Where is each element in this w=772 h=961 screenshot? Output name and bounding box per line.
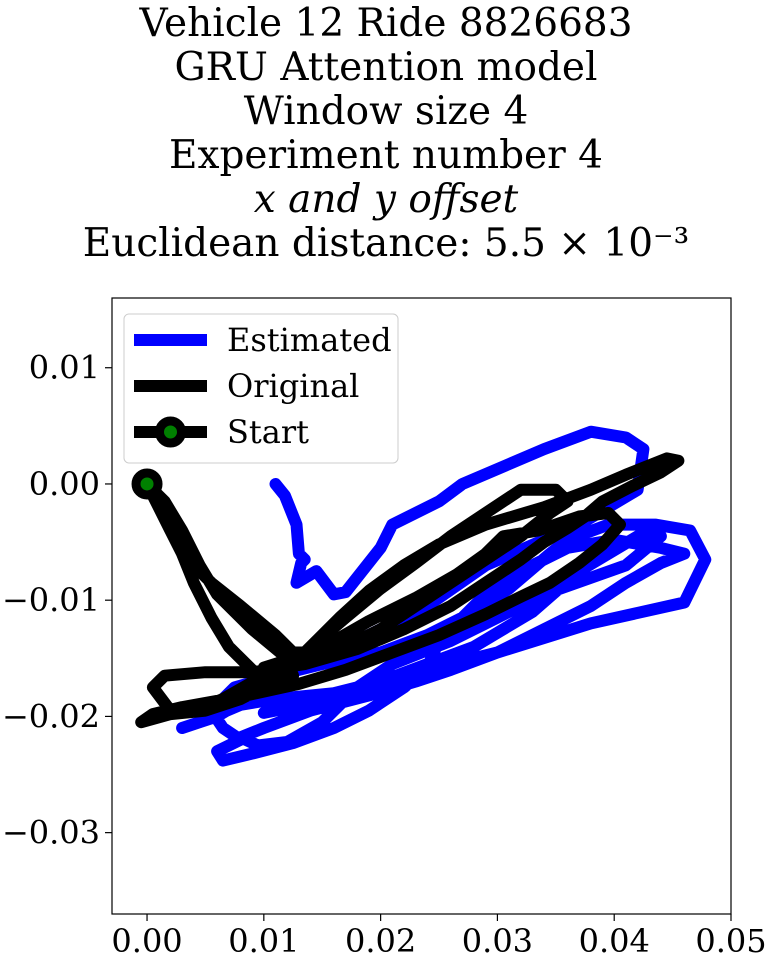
- y-tick-label: 0.00: [29, 465, 100, 503]
- x-tick-label: 0.05: [695, 922, 766, 960]
- y-tick-label: 0.01: [29, 349, 100, 387]
- series-line-estimated: [176, 425, 712, 767]
- title-line-window: Window size 4: [243, 89, 529, 134]
- x-tick-label: 0.04: [579, 922, 650, 960]
- x-tick-label: 0.02: [345, 922, 416, 960]
- x-tick-label: 0.03: [462, 922, 533, 960]
- legend-label-original: Original: [227, 367, 359, 405]
- start-marker: [131, 468, 163, 500]
- chart-title-block: Vehicle 12 Ride 8826683 GRU Attention mo…: [0, 0, 772, 266]
- x-tick-label: 0.00: [111, 922, 182, 960]
- y-tick-label: −0.01: [2, 581, 100, 619]
- title-line-distance: Euclidean distance: 5.5 × 10⁻³: [82, 221, 690, 266]
- legend: Estimated Original Start: [123, 313, 399, 464]
- y-axis: 0.01 0.00 −0.01 −0.02 −0.03: [2, 349, 112, 852]
- series-layer: [131, 425, 712, 767]
- title-line-vehicle: Vehicle 12 Ride 8826683: [139, 1, 633, 46]
- plot-frame: [111, 297, 732, 915]
- y-tick-label: −0.02: [2, 697, 100, 735]
- title-line-offset: x and y offset: [253, 177, 519, 222]
- x-axis: 0.00 0.01 0.02 0.03 0.04 0.05: [111, 914, 767, 960]
- legend-start-marker: [155, 416, 186, 448]
- y-tick-label: −0.03: [2, 814, 100, 852]
- title-line-model: GRU Attention model: [174, 45, 598, 90]
- legend-label-estimated: Estimated: [227, 321, 392, 359]
- x-tick-label: 0.01: [228, 922, 299, 960]
- legend-box: [123, 313, 399, 464]
- title-line-experiment: Experiment number 4: [169, 133, 603, 178]
- legend-label-start: Start: [227, 413, 309, 451]
